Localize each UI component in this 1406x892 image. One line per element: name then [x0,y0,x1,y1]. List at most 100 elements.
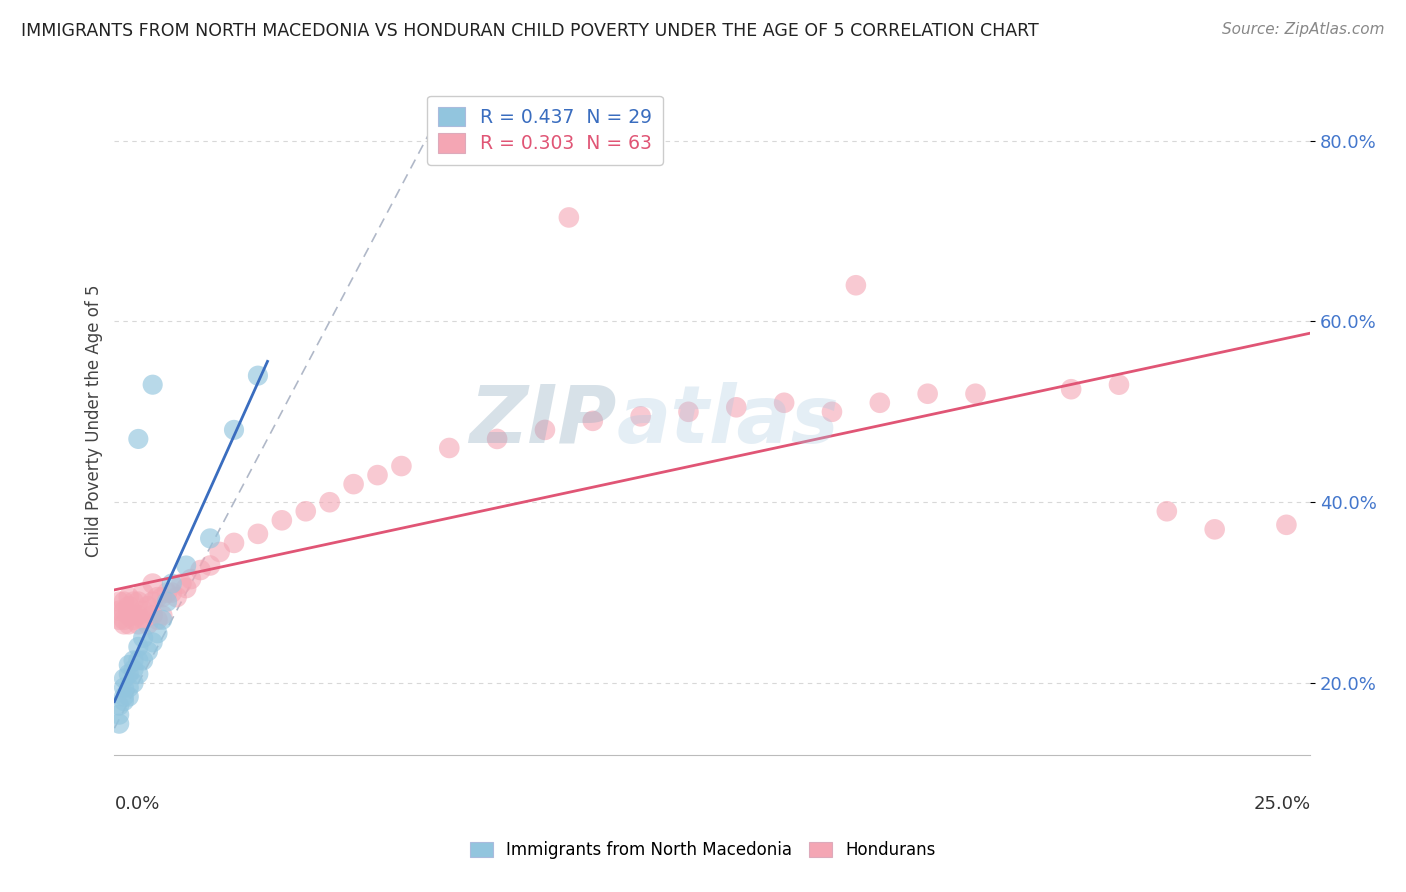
Point [122,676,145,690]
Point [367,468,389,483]
Point [136,644,159,658]
Point [198,558,221,573]
Point [118,608,141,623]
Point [118,617,141,632]
Point [150,590,173,604]
Text: 0.0%: 0.0% [114,796,160,814]
Point [180,572,202,586]
Point [318,495,340,509]
Point [725,401,748,415]
Point [917,386,939,401]
Point [1156,504,1178,518]
Point [222,423,245,437]
Point [190,563,212,577]
Point [108,707,131,722]
Point [1204,522,1226,536]
Point [160,576,183,591]
Point [132,653,155,667]
Point [558,211,581,225]
Point [150,613,173,627]
Point [156,585,179,599]
Point [246,368,269,383]
Point [132,604,155,618]
Point [132,585,155,599]
Point [118,681,141,695]
Point [146,626,169,640]
Point [1060,382,1083,396]
Point [112,672,135,686]
Point [112,604,135,618]
Point [534,423,557,437]
Point [821,405,844,419]
Point [122,608,145,623]
Point [127,432,149,446]
Point [127,653,149,667]
Point [112,595,135,609]
Point [132,631,155,645]
Point [127,617,149,632]
Point [773,396,796,410]
Point [112,613,135,627]
Point [342,477,364,491]
Point [132,613,155,627]
Point [136,599,159,614]
Point [208,545,231,559]
Point [112,681,135,695]
Point [127,640,149,654]
Point [150,608,173,623]
Point [122,595,145,609]
Point [118,667,141,681]
Text: ZIP: ZIP [470,382,617,460]
Point [122,613,145,627]
Point [270,513,292,527]
Point [160,585,183,599]
Point [1275,517,1298,532]
Point [127,667,149,681]
Point [108,716,131,731]
Legend: R = 0.437  N = 29, R = 0.303  N = 63: R = 0.437 N = 29, R = 0.303 N = 63 [427,95,662,165]
Point [118,657,141,672]
Point [146,590,169,604]
Point [118,599,141,614]
Point [142,635,165,649]
Text: IMMIGRANTS FROM NORTH MACEDONIA VS HONDURAN CHILD POVERTY UNDER THE AGE OF 5 COR: IMMIGRANTS FROM NORTH MACEDONIA VS HONDU… [21,22,1039,40]
Point [108,613,131,627]
Point [1108,377,1130,392]
Point [112,617,135,632]
Point [156,595,179,609]
Point [112,690,135,704]
Point [136,617,159,632]
Point [486,432,509,446]
Point [118,590,141,604]
Point [146,613,169,627]
Point [108,595,131,609]
Point [142,608,165,623]
Y-axis label: Child Poverty Under the Age of 5: Child Poverty Under the Age of 5 [86,285,103,558]
Point [108,604,131,618]
Point [142,595,165,609]
Point [582,414,605,428]
Point [142,377,165,392]
Text: Source: ZipAtlas.com: Source: ZipAtlas.com [1222,22,1385,37]
Point [170,576,193,591]
Point [246,526,269,541]
Point [122,653,145,667]
Point [869,396,891,410]
Point [845,278,868,293]
Text: atlas: atlas [617,382,839,460]
Point [112,694,135,708]
Point [127,595,149,609]
Point [174,581,197,595]
Point [127,608,149,623]
Point [391,458,413,473]
Text: 25.0%: 25.0% [1253,796,1310,814]
Point [108,698,131,713]
Point [166,590,188,604]
Point [965,386,987,401]
Point [118,690,141,704]
Point [174,558,197,573]
Point [294,504,316,518]
Point [122,663,145,677]
Point [678,405,700,419]
Point [222,536,245,550]
